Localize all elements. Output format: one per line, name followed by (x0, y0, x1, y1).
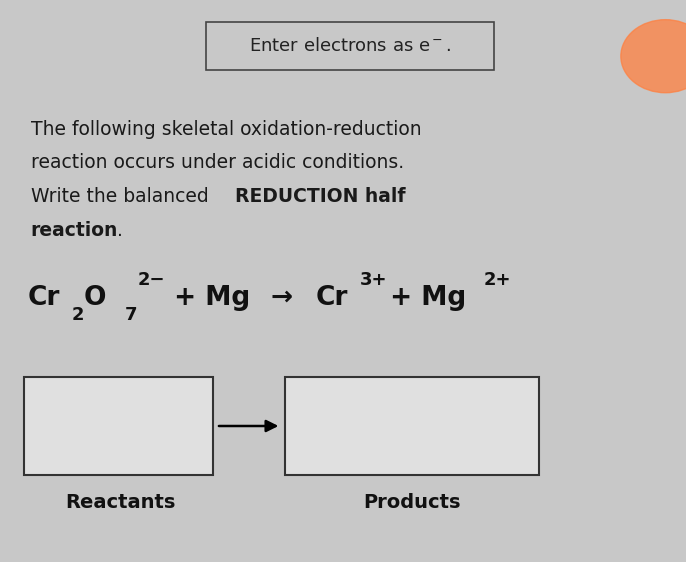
Circle shape (621, 20, 686, 93)
Text: reaction: reaction (31, 221, 118, 240)
Text: REDUCTION half: REDUCTION half (235, 187, 406, 206)
Text: Cr: Cr (316, 285, 348, 311)
Bar (206, 22, 494, 70)
Text: 7: 7 (125, 306, 137, 324)
Text: The following skeletal oxidation-reduction: The following skeletal oxidation-reducti… (31, 120, 421, 139)
Text: 3+: 3+ (360, 271, 388, 289)
Text: Enter electrons as $\mathregular{e}^-$.: Enter electrons as $\mathregular{e}^-$. (249, 37, 451, 56)
Bar (24, 377, 213, 475)
Text: Cr: Cr (27, 285, 60, 311)
Text: O: O (84, 285, 106, 311)
Bar (285, 377, 539, 475)
Text: Reactants: Reactants (65, 493, 175, 513)
Text: 2+: 2+ (484, 271, 511, 289)
Text: 2: 2 (72, 306, 84, 324)
Text: 2−: 2− (137, 271, 165, 289)
Text: .: . (117, 221, 123, 240)
Text: reaction occurs under acidic conditions.: reaction occurs under acidic conditions. (31, 153, 404, 173)
Text: →: → (271, 285, 293, 311)
Text: Write the balanced: Write the balanced (31, 187, 215, 206)
Text: Products: Products (363, 493, 460, 513)
Text: + Mg: + Mg (381, 285, 466, 311)
Text: + Mg: + Mg (165, 285, 250, 311)
